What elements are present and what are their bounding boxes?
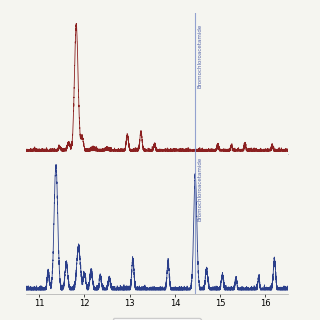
Text: Bromochloroacetamide: Bromochloroacetamide: [197, 23, 203, 88]
Text: Bromochloroacetamide: Bromochloroacetamide: [197, 156, 203, 221]
Legend: XIC(172.91±0.05): XIC(172.91±0.05): [113, 318, 201, 320]
Legend: XIC(44.01±0.05): XIC(44.01±0.05): [115, 169, 198, 181]
